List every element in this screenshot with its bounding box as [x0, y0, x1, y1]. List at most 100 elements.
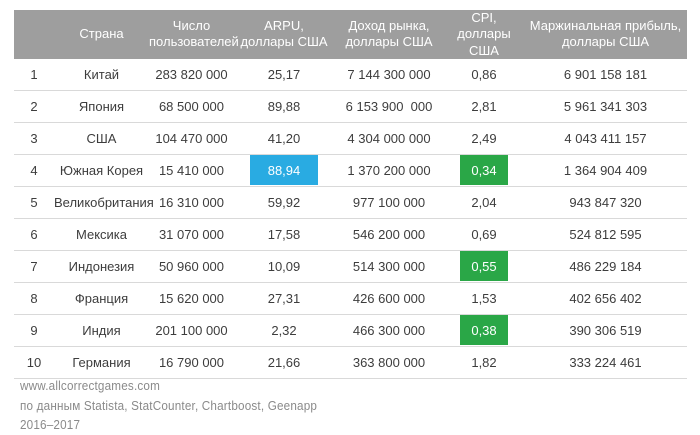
- cell-arpu: 89,88: [234, 90, 334, 123]
- cell-cpi: 1,53: [444, 282, 524, 315]
- cell-revenue: 514 300 000: [334, 250, 444, 283]
- country-stats-table-wrap: Страна Число пользователей ARPU, доллары…: [14, 10, 687, 379]
- cell-cpi: 0,38: [444, 314, 524, 347]
- cell-revenue: 4 304 000 000: [334, 122, 444, 155]
- column-header-country: Страна: [54, 10, 149, 59]
- column-header-revenue: Доход рынка, доллары США: [334, 10, 444, 59]
- header-row: Страна Число пользователей ARPU, доллары…: [14, 10, 687, 59]
- cell-arpu: 27,31: [234, 282, 334, 315]
- table-row: 9 Индия 201 100 000 2,32 466 300 000 0,38 390 …: [14, 314, 687, 347]
- cell-cpi: 0,86: [444, 58, 524, 91]
- cell-country: Япония: [54, 90, 149, 123]
- cell-country: Германия: [54, 346, 149, 379]
- cell-rank: 3: [14, 122, 54, 155]
- cell-arpu: 59,92: [234, 186, 334, 219]
- cell-revenue: 426 600 000: [334, 282, 444, 315]
- table-row: 3 США 104 470 000 41,20 4 304 000 000 2,49 4 0…: [14, 122, 687, 155]
- cell-margin: 5 961 341 303: [524, 90, 687, 123]
- cell-cpi: 2,81: [444, 90, 524, 123]
- country-stats-table: Страна Число пользователей ARPU, доллары…: [14, 10, 687, 379]
- cell-users: 15 410 000: [149, 154, 234, 187]
- table-row: 8 Франция 15 620 000 27,31 426 600 000 1,53 40…: [14, 282, 687, 315]
- cell-revenue: 546 200 000: [334, 218, 444, 251]
- cell-country: Великобритания: [54, 186, 154, 219]
- cell-arpu: 25,17: [234, 58, 334, 91]
- table-row: 4 Южная Корея 15 410 000 88,94 1 370 200 000…: [14, 154, 687, 187]
- cell-users: 16 790 000: [149, 346, 234, 379]
- cell-margin: 333 224 461: [524, 346, 687, 379]
- cell-margin: 486 229 184: [524, 250, 687, 283]
- cell-revenue: 363 800 000: [334, 346, 444, 379]
- cell-margin: 390 306 519: [524, 314, 687, 347]
- cell-revenue: 977 100 000: [334, 186, 444, 219]
- cell-rank: 2: [14, 90, 54, 123]
- table-row: 1 Китай 283 820 000 25,17 7 144 300 000 0,86 6…: [14, 58, 687, 91]
- cell-rank: 6: [14, 218, 54, 251]
- table-row: 7 Индонезия 50 960 000 10,09 514 300 000 0,55…: [14, 250, 687, 283]
- cell-cpi: 0,34: [444, 154, 524, 187]
- cell-rank: 4: [14, 154, 54, 187]
- cell-country: Индонезия: [54, 250, 149, 283]
- footer: www.allcorrectgames.com по данным Statis…: [20, 376, 317, 435]
- cell-revenue: 7 144 300 000: [334, 58, 444, 91]
- cell-users: 31 070 000: [149, 218, 234, 251]
- cell-cpi: 2,04: [444, 186, 524, 219]
- cell-users: 50 960 000: [149, 250, 234, 283]
- column-header-arpu: ARPU, доллары США: [234, 10, 334, 59]
- cell-arpu: 10,09: [234, 250, 334, 283]
- table-row: 6 Мексика 31 070 000 17,58 546 200 000 0,69 52…: [14, 218, 687, 251]
- cell-rank: 8: [14, 282, 54, 315]
- cell-cpi: 2,49: [444, 122, 524, 155]
- cell-cpi: 0,55: [444, 250, 524, 283]
- cell-arpu: 21,66: [234, 346, 334, 379]
- column-header-margin: Маржинальная прибыль, доллары США: [524, 10, 687, 59]
- highlighted-value: 0,55: [460, 251, 508, 282]
- cell-cpi: 0,69: [444, 218, 524, 251]
- cell-country: Мексика: [54, 218, 149, 251]
- cell-users: 68 500 000: [149, 90, 234, 123]
- cell-country: Франция: [54, 282, 149, 315]
- cell-revenue: 1 370 200 000: [334, 154, 444, 187]
- cell-users: 104 470 000: [149, 122, 234, 155]
- table-row: 10 Германия 16 790 000 21,66 363 800 000 1,82…: [14, 346, 687, 379]
- cell-users: 15 620 000: [149, 282, 234, 315]
- column-header-users: Число пользователей: [149, 10, 239, 59]
- cell-arpu: 2,32: [234, 314, 334, 347]
- footer-years: 2016–2017: [20, 417, 81, 432]
- highlighted-value: 0,34: [460, 155, 508, 186]
- table-row: 5 Великобритания 16 310 000 59,92 977 100 00…: [14, 186, 687, 219]
- table-header: Страна Число пользователей ARPU, доллары…: [14, 10, 687, 59]
- cell-country: США: [54, 122, 149, 155]
- column-header-rank: [14, 10, 54, 59]
- cell-cpi: 1,82: [444, 346, 524, 379]
- cell-country: Индия: [54, 314, 149, 347]
- cell-margin: 6 901 158 181: [524, 58, 687, 91]
- highlighted-value: 0,38: [460, 315, 508, 346]
- cell-users: 201 100 000: [149, 314, 234, 347]
- table-body: 1 Китай 283 820 000 25,17 7 144 300 000 0,86 6…: [14, 58, 687, 379]
- cell-country: Китай: [54, 58, 149, 91]
- cell-revenue: 6 153 900 000: [334, 90, 444, 123]
- cell-rank: 5: [14, 186, 54, 219]
- highlighted-value: 88,94: [250, 155, 318, 186]
- cell-margin: 4 043 411 157: [524, 122, 687, 155]
- table-row: 2 Япония 68 500 000 89,88 6 153 900 000 2,81 5…: [14, 90, 687, 123]
- cell-margin: 943 847 320: [524, 186, 687, 219]
- cell-margin: 524 812 595: [524, 218, 687, 251]
- column-header-cpi: CPI, доллары США: [444, 10, 524, 59]
- cell-rank: 10: [14, 346, 54, 379]
- cell-margin: 1 364 904 409: [524, 154, 687, 187]
- cell-arpu: 88,94: [234, 154, 334, 187]
- cell-arpu: 41,20: [234, 122, 334, 155]
- cell-rank: 1: [14, 58, 54, 91]
- cell-revenue: 466 300 000: [334, 314, 444, 347]
- cell-users: 283 820 000: [149, 58, 234, 91]
- cell-country: Южная Корея: [54, 154, 149, 187]
- footer-source: по данным Statista, StatCounter, Chartbo…: [20, 397, 318, 413]
- cell-arpu: 17,58: [234, 218, 334, 251]
- footer-website: www.allcorrectgames.com: [20, 378, 161, 393]
- cell-rank: 7: [14, 250, 54, 283]
- cell-users: 16 310 000: [149, 186, 234, 219]
- cell-rank: 9: [14, 314, 54, 347]
- cell-margin: 402 656 402: [524, 282, 687, 315]
